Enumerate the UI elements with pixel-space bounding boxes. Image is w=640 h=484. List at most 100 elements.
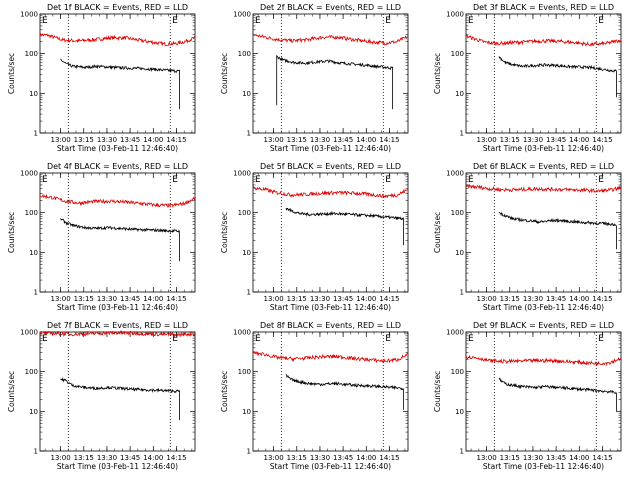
x-tick-label: 13:30 bbox=[97, 295, 117, 303]
x-tick-label: 13:30 bbox=[97, 136, 117, 144]
x-axis-label: Start Time (03-Feb-11 12:46:40) bbox=[57, 144, 178, 153]
x-tick-label: 13:15 bbox=[500, 454, 520, 462]
y-tick-label: 10 bbox=[29, 90, 38, 98]
panel-det-6: Det 6f BLACK = Events, RED = LLD 1 10 100 10… bbox=[433, 162, 622, 312]
x-tick-label: 14:00 bbox=[143, 295, 163, 303]
e-marker-label: E bbox=[468, 334, 474, 344]
e-marker-label: E bbox=[42, 175, 48, 185]
y-tick-label: 10 bbox=[455, 408, 464, 416]
plot-frame bbox=[39, 331, 196, 452]
x-tick-label: 13:00 bbox=[477, 454, 497, 462]
panel-title: Det 9f BLACK = Events, RED = LLD bbox=[473, 321, 614, 330]
x-tick-label: 13:00 bbox=[477, 136, 497, 144]
y-axis-label: Counts/sec bbox=[220, 53, 229, 94]
lld-series-line bbox=[40, 193, 196, 209]
x-tick-label: 13:45 bbox=[546, 295, 566, 303]
x-tick-label: 13:45 bbox=[333, 136, 353, 144]
x-tick-label: 13:30 bbox=[310, 295, 330, 303]
x-tick-label: 13:15 bbox=[500, 295, 520, 303]
x-tick-label: 14:00 bbox=[356, 136, 376, 144]
e-marker-label: E bbox=[172, 334, 178, 344]
x-axis-label: Start Time (03-Feb-11 12:46:40) bbox=[483, 144, 604, 153]
panel-title: Det 4f BLACK = Events, RED = LLD bbox=[47, 162, 188, 171]
y-tick-label: 10 bbox=[242, 249, 251, 257]
y-tick-label: 10 bbox=[242, 408, 251, 416]
x-tick-label: 13:00 bbox=[51, 295, 71, 303]
panel-det-9: Det 9f BLACK = Events, RED = LLD 1 10 100 10… bbox=[433, 321, 622, 471]
x-tick-label: 14:00 bbox=[356, 295, 376, 303]
events-series-line bbox=[285, 373, 404, 410]
panel-title: Det 7f BLACK = Events, RED = LLD bbox=[47, 321, 188, 330]
x-tick-label: 14:15 bbox=[592, 295, 612, 303]
y-tick-label: 1000 bbox=[233, 11, 251, 19]
y-tick-label: 100 bbox=[238, 209, 251, 217]
x-tick-label: 14:00 bbox=[569, 136, 589, 144]
lld-series-line bbox=[252, 350, 409, 364]
x-tick-label: 13:15 bbox=[74, 295, 94, 303]
y-tick-label: 1 bbox=[247, 130, 251, 138]
x-tick-label: 13:00 bbox=[264, 136, 284, 144]
x-tick-label: 13:30 bbox=[310, 136, 330, 144]
panel-title: Det 6f BLACK = Events, RED = LLD bbox=[473, 162, 614, 171]
plot-frame bbox=[465, 331, 622, 452]
plot-frame bbox=[252, 172, 409, 293]
y-tick-label: 1 bbox=[34, 289, 38, 297]
x-tick-label: 13:00 bbox=[51, 136, 71, 144]
events-series-line bbox=[498, 377, 617, 412]
x-tick-label: 13:15 bbox=[287, 136, 307, 144]
panel-title: Det 1f BLACK = Events, RED = LLD bbox=[47, 3, 188, 12]
events-series-line bbox=[60, 58, 180, 110]
y-tick-label: 1000 bbox=[233, 329, 251, 337]
x-axis-label: Start Time (03-Feb-11 12:46:40) bbox=[57, 462, 178, 471]
plot-frame bbox=[39, 172, 196, 293]
x-tick-label: 13:30 bbox=[523, 295, 543, 303]
x-tick-label: 13:00 bbox=[264, 295, 284, 303]
x-tick-label: 13:45 bbox=[546, 454, 566, 462]
lld-series-line bbox=[39, 33, 196, 47]
panel-det-8: Det 8f BLACK = Events, RED = LLD 1 10 100 10… bbox=[220, 321, 409, 471]
y-tick-label: 10 bbox=[455, 90, 464, 98]
x-tick-label: 13:15 bbox=[287, 295, 307, 303]
panel-title: Det 8f BLACK = Events, RED = LLD bbox=[260, 321, 401, 330]
panel-det-2: Det 2f BLACK = Events, RED = LLD 1 10 100 10… bbox=[220, 3, 409, 153]
plot-frame bbox=[252, 13, 409, 134]
e-marker-label: E bbox=[255, 175, 261, 185]
y-tick-label: 100 bbox=[451, 50, 464, 58]
e-marker-label: E bbox=[598, 175, 604, 185]
x-tick-label: 13:45 bbox=[120, 454, 140, 462]
e-marker-label: E bbox=[468, 16, 474, 26]
y-tick-label: 100 bbox=[451, 368, 464, 376]
e-marker-label: E bbox=[385, 16, 391, 26]
y-tick-label: 1 bbox=[247, 448, 251, 456]
x-tick-label: 13:45 bbox=[120, 136, 140, 144]
x-tick-label: 14:15 bbox=[592, 136, 612, 144]
y-tick-label: 1000 bbox=[20, 11, 38, 19]
y-tick-label: 1000 bbox=[20, 170, 38, 178]
lld-series-line bbox=[465, 34, 622, 47]
lld-series-line bbox=[252, 33, 409, 46]
x-axis-label: Start Time (03-Feb-11 12:46:40) bbox=[270, 462, 391, 471]
panel-det-4: Det 4f BLACK = Events, RED = LLD 1 10 100 10… bbox=[7, 162, 196, 312]
x-tick-label: 14:00 bbox=[143, 136, 163, 144]
y-tick-label: 1 bbox=[460, 448, 464, 456]
lld-series-line bbox=[252, 185, 408, 199]
e-marker-label: E bbox=[42, 334, 48, 344]
x-tick-label: 13:30 bbox=[97, 454, 117, 462]
y-tick-label: 100 bbox=[25, 50, 38, 58]
y-tick-label: 10 bbox=[455, 249, 464, 257]
lld-series-line bbox=[465, 183, 622, 194]
y-tick-label: 1 bbox=[247, 289, 251, 297]
y-tick-label: 1000 bbox=[446, 170, 464, 178]
y-axis-label: Counts/sec bbox=[7, 212, 16, 253]
panel-det-7: Det 7f BLACK = Events, RED = LLD 1 10 100 10… bbox=[7, 321, 196, 471]
x-tick-label: 14:00 bbox=[356, 454, 376, 462]
e-marker-label: E bbox=[385, 175, 391, 185]
x-axis-label: Start Time (03-Feb-11 12:46:40) bbox=[270, 144, 391, 153]
panel-det-5: Det 5f BLACK = Events, RED = LLD 1 10 100 10… bbox=[220, 162, 409, 312]
x-tick-label: 14:15 bbox=[592, 454, 612, 462]
x-tick-label: 13:15 bbox=[74, 136, 94, 144]
panel-det-1: Det 1f BLACK = Events, RED = LLD 1 10 100 10… bbox=[7, 3, 196, 153]
e-marker-label: E bbox=[42, 16, 48, 26]
